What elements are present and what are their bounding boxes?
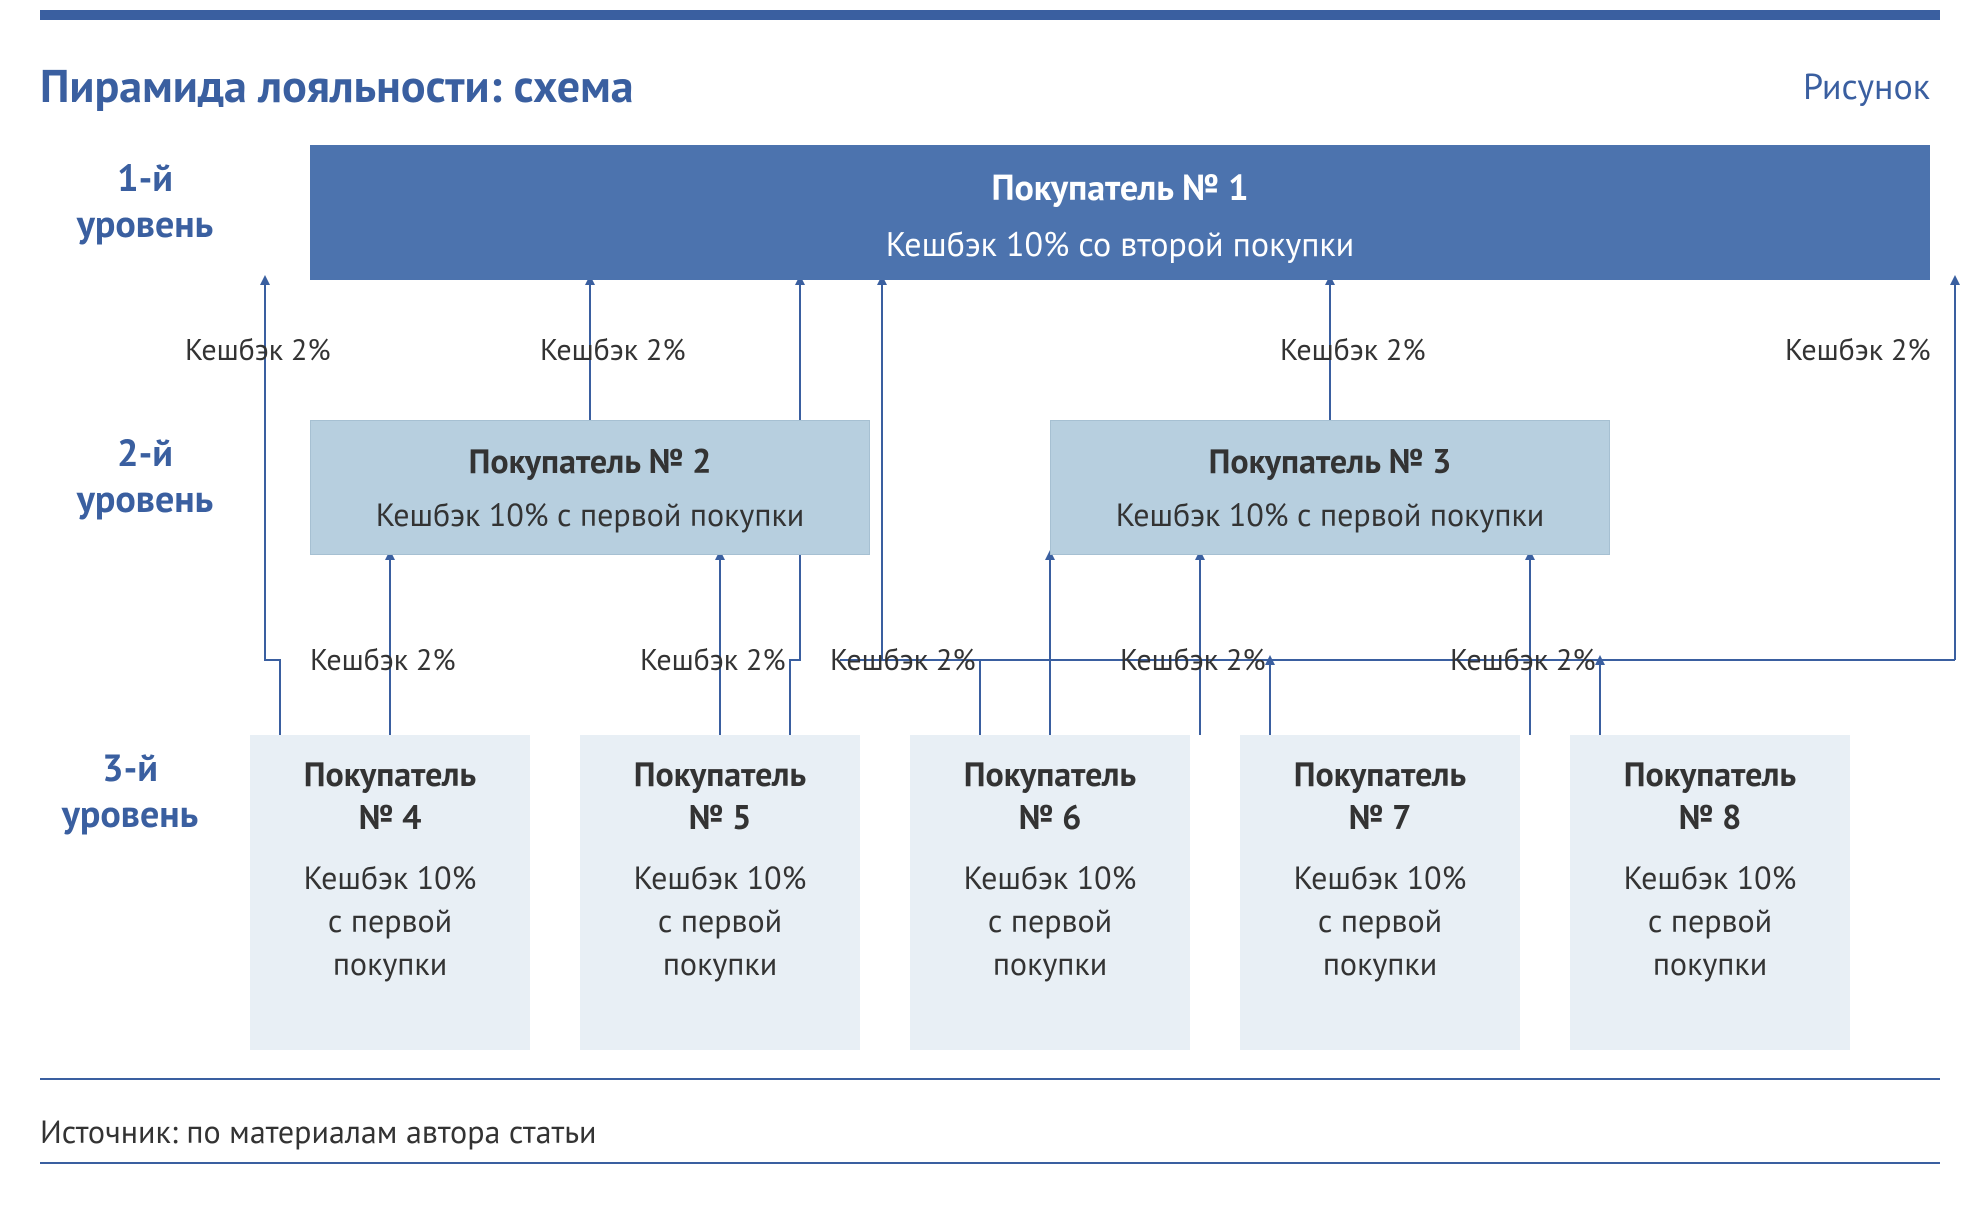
level-label-lvl3: 3-йуровень (30, 745, 230, 836)
node-n6: Покупатель№ 6Кешбэк 10%с первойпокупки (910, 735, 1190, 1050)
footer-rule-top (40, 1078, 1940, 1080)
top-rule (40, 10, 1940, 20)
edge-label-e21: Кешбэк 2% (540, 330, 686, 369)
node-n1: Покупатель № 1Кешбэк 10% со второй покуп… (310, 145, 1930, 280)
figure-label: Рисунок (1803, 62, 1930, 109)
edge-label-e31: Кешбэк 2% (1280, 330, 1426, 369)
edge-label-e52: Кешбэк 2% (640, 640, 786, 679)
source-text: Источник: по материалам автора статьи (40, 1110, 597, 1152)
node-n4: Покупатель№ 4Кешбэк 10%с первойпокупки (250, 735, 530, 1050)
edge-label-e73: Кешбэк 2% (1120, 640, 1266, 679)
level-label-lvl1: 1-йуровень (55, 155, 235, 246)
edge-label-e83: Кешбэк 2% (1450, 640, 1596, 679)
edge-label-e42: Кешбэк 2% (310, 640, 456, 679)
node-n8: Покупатель№ 8Кешбэк 10%с первойпокупки (1570, 735, 1850, 1050)
diagram-title: Пирамида лояльности: схема (40, 55, 634, 115)
edge-label-e41: Кешбэк 2% (185, 330, 331, 369)
node-n3: Покупатель № 3Кешбэк 10% с первой покупк… (1050, 420, 1610, 555)
footer-rule-bottom (40, 1162, 1940, 1164)
edge-label-e-rside: Кешбэк 2% (1785, 330, 1931, 369)
level-label-lvl2: 2-йуровень (55, 430, 235, 521)
node-n2: Покупатель № 2Кешбэк 10% с первой покупк… (310, 420, 870, 555)
edge-label-e63: Кешбэк 2% (830, 640, 976, 679)
node-n5: Покупатель№ 5Кешбэк 10%с первойпокупки (580, 735, 860, 1050)
node-n7: Покупатель№ 7Кешбэк 10%с первойпокупки (1240, 735, 1520, 1050)
